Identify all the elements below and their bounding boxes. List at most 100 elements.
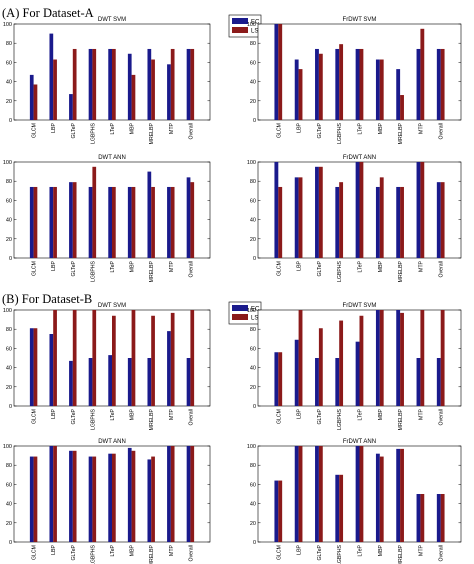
bar-ec — [355, 446, 360, 542]
x-tick-label: LTeP — [110, 260, 116, 272]
y-tick-label: 60 — [250, 60, 256, 66]
y-tick-label: 100 — [3, 160, 12, 166]
bar-ec — [29, 186, 34, 258]
x-tick-label: LGBPHS — [337, 122, 343, 144]
y-tick-label: 40 — [6, 366, 12, 372]
bar-ls — [112, 48, 116, 120]
bar-ec — [49, 186, 54, 258]
bar-ls — [72, 48, 77, 120]
bar-ls — [359, 446, 364, 542]
x-tick-label: LBP — [297, 544, 303, 554]
legend-label-ec: EC — [251, 20, 260, 26]
chart-title: DWT SVM — [98, 303, 126, 309]
bar-ls — [339, 44, 344, 120]
x-tick-label: LTeP — [110, 544, 116, 556]
bar-ec — [294, 339, 299, 406]
x-tick-label: GLTeP — [317, 260, 323, 276]
bar-ec — [294, 446, 299, 542]
y-tick-label: 60 — [250, 482, 256, 488]
x-tick-label: MRELBP — [398, 408, 404, 430]
y-tick-label: 20 — [250, 385, 256, 391]
x-tick-label: MRELBP — [398, 260, 404, 282]
bar-ls — [420, 28, 425, 120]
x-tick-label: LGBPHS — [90, 408, 96, 430]
bar-ls — [379, 456, 384, 542]
y-tick-label: 20 — [250, 237, 256, 243]
y-tick-label: 100 — [247, 160, 256, 166]
x-tick-label: MRELBP — [149, 122, 155, 144]
bar-ec — [416, 358, 421, 406]
x-tick-label: MRELBP — [149, 544, 155, 564]
x-tick-label: GLCM — [276, 261, 282, 276]
bar-ls — [278, 352, 283, 406]
x-tick-label: MRELBP — [149, 260, 155, 282]
y-tick-label: 0 — [9, 256, 12, 262]
bar-ec — [294, 59, 299, 120]
bar-ls — [420, 310, 425, 406]
bar-ec — [29, 456, 34, 542]
bar-ec — [186, 177, 191, 258]
y-tick-label: 0 — [253, 404, 256, 410]
bar-ls — [318, 166, 323, 258]
bar-ec — [274, 352, 279, 406]
bar-ec — [127, 358, 132, 406]
bar-ec — [186, 48, 191, 120]
y-tick-label: 40 — [6, 80, 12, 86]
bar-ls — [400, 95, 404, 120]
bar-ec — [69, 94, 73, 120]
x-tick-label: MBP — [130, 544, 136, 556]
bar-ls — [151, 59, 155, 120]
bar-ls — [420, 162, 425, 258]
bar-ec — [88, 456, 93, 542]
bar-ls — [298, 446, 303, 542]
x-tick-label: Overall — [188, 123, 194, 139]
x-tick-label: GLCM — [32, 123, 38, 138]
section-title-a: (A) For Dataset-A — [2, 6, 94, 20]
y-tick-label: 60 — [6, 60, 12, 66]
bar-ls — [379, 59, 384, 120]
bar-ls — [53, 59, 57, 120]
bar-ec — [375, 186, 380, 258]
y-tick-label: 40 — [250, 502, 256, 508]
x-tick-label: MTP — [418, 544, 424, 555]
legend-swatch-ls — [232, 27, 248, 33]
bar-ls — [298, 310, 303, 406]
chart-title: FrDWT ANN — [343, 155, 376, 161]
x-tick-label: GLTeP — [71, 122, 77, 138]
bar-ls — [278, 24, 283, 120]
bar-ec — [108, 186, 112, 258]
bar-ls — [379, 310, 384, 406]
bar-ls — [339, 182, 344, 258]
x-tick-label: GLCM — [276, 409, 282, 424]
bar-ec — [335, 48, 340, 120]
x-tick-label: GLCM — [276, 545, 282, 560]
bar-ec — [416, 494, 421, 542]
bar-ec — [375, 59, 380, 120]
bar-ls — [151, 456, 155, 542]
bar-ls — [131, 186, 136, 258]
x-tick-label: Overall — [439, 123, 445, 139]
chart-title: DWT ANN — [98, 439, 126, 445]
x-tick-label: MBP — [130, 122, 136, 134]
bar-ls — [400, 448, 404, 542]
bar-ec — [147, 358, 152, 406]
x-tick-label: MTP — [169, 122, 175, 133]
x-tick-label: MBP — [378, 122, 384, 134]
y-tick-label: 60 — [250, 198, 256, 204]
bar-ec — [127, 186, 132, 258]
y-tick-label: 20 — [6, 385, 12, 391]
chart-panel: DWT ANN 0 20 40 60 80 100 GLCM LBP GLTeP LGBPHS LTe… — [3, 155, 211, 282]
y-tick-label: 80 — [6, 41, 12, 47]
bar-ec — [315, 166, 319, 258]
bar-ec — [147, 171, 152, 258]
bar-ls — [420, 494, 425, 542]
bar-ls — [112, 315, 116, 406]
bar-ec — [416, 162, 421, 258]
bar-ec — [335, 186, 340, 258]
bar-ls — [53, 186, 57, 258]
bar-ls — [318, 446, 323, 542]
bar-ec — [416, 48, 421, 120]
section-title-b: (B) For Dataset-B — [2, 292, 92, 306]
x-tick-label: LGBPHS — [337, 408, 343, 430]
bar-ls — [170, 312, 175, 406]
